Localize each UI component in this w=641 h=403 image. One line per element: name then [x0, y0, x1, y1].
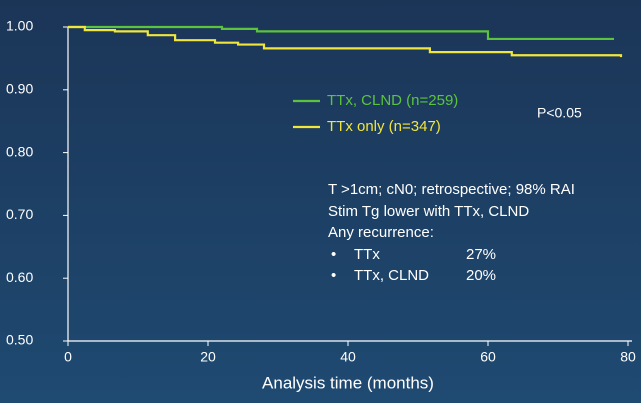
note: Stim Tg lower with TTx, CLND [328, 203, 529, 220]
y-tick-label: 0.80 [6, 143, 33, 159]
legend-label: TTx, CLND (n=259) [327, 92, 458, 109]
survival-line [68, 25, 614, 41]
y-tick-label: 0.70 [6, 206, 33, 222]
x-tick-label: 60 [480, 349, 496, 365]
y-tick-label: 0.90 [6, 81, 33, 97]
y-tick-label: 1.00 [6, 18, 33, 34]
legend-label: TTx only (n=347) [327, 118, 441, 135]
bullet-label: TTx, CLND [354, 267, 429, 284]
x-tick-label: 20 [200, 349, 216, 365]
survival-line [68, 25, 623, 58]
bullet-value: 20% [466, 267, 496, 284]
y-tick-label: 0.50 [6, 332, 33, 348]
bullet-dot: • [331, 246, 336, 263]
bullet-dot: • [331, 267, 336, 284]
p-value: P<0.05 [537, 105, 582, 121]
bullet-value: 27% [466, 246, 496, 263]
x-tick-label: 80 [620, 349, 636, 365]
x-axis-label: Analysis time (months) [262, 373, 434, 392]
x-tick-label: 40 [340, 349, 356, 365]
note: T >1cm; cN0; retrospective; 98% RAI [328, 181, 575, 198]
y-tick-label: 0.60 [6, 269, 33, 285]
x-tick-label: 0 [64, 349, 72, 365]
bullet-label: TTx [354, 246, 380, 263]
note: Any recurrence: [328, 224, 434, 241]
